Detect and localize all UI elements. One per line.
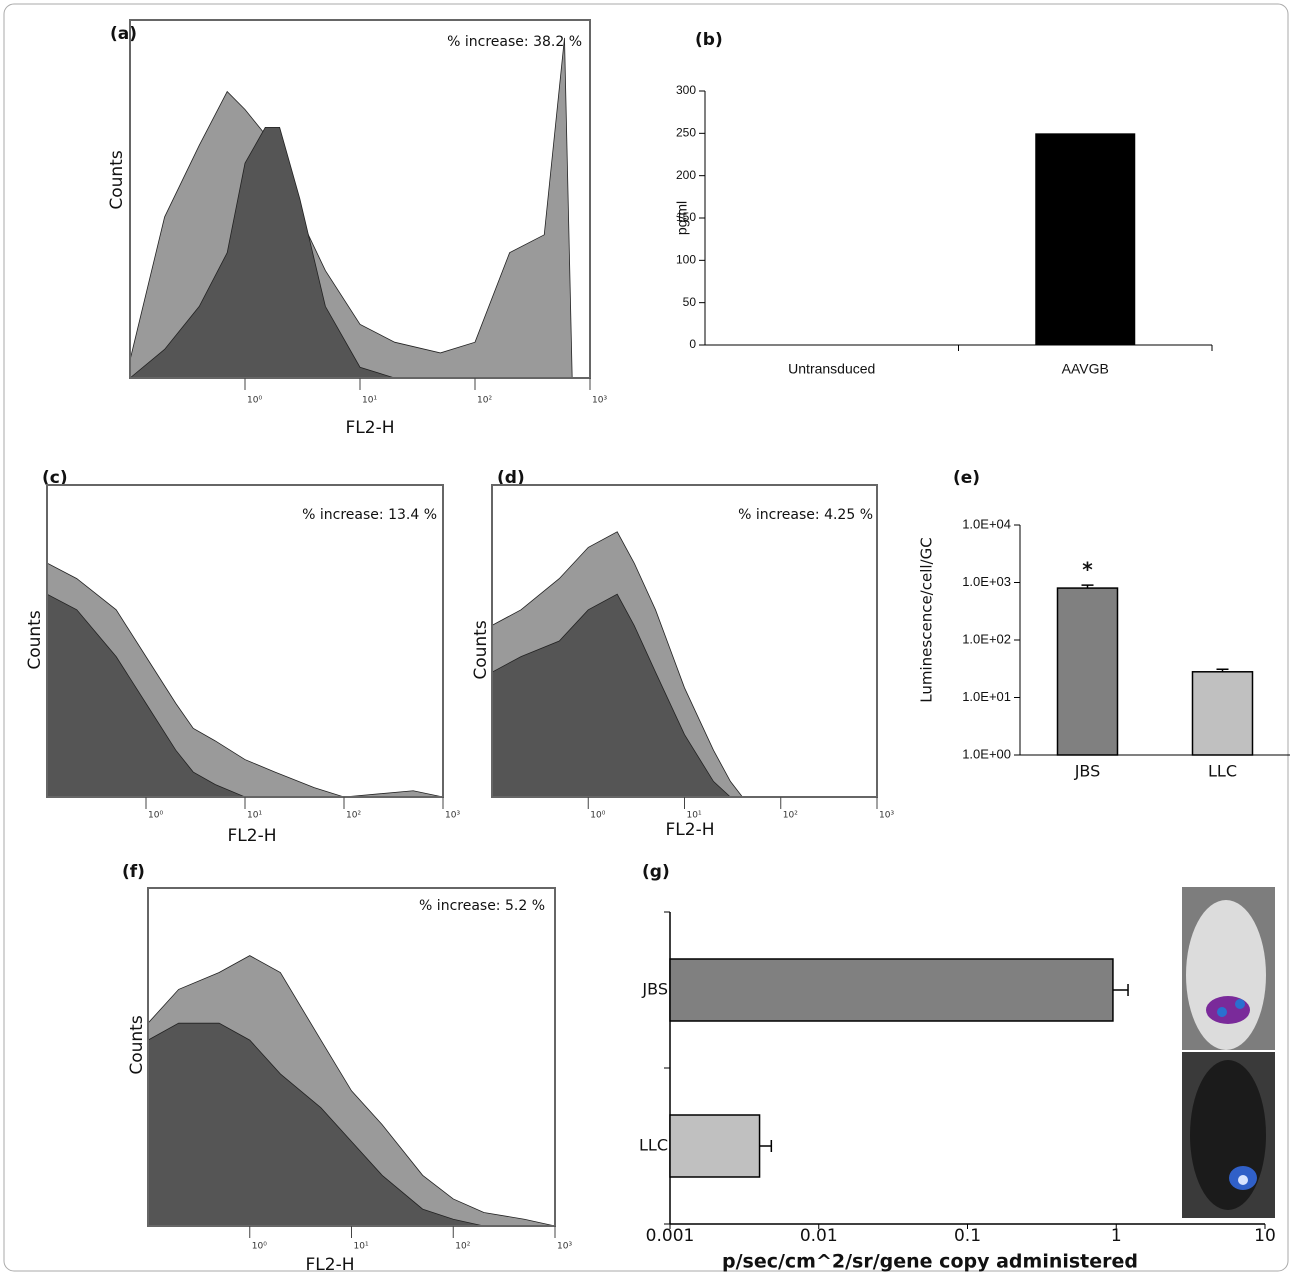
annotation: % increase: 5.2 % bbox=[419, 898, 545, 914]
y-axis-label: pg/ml bbox=[674, 201, 690, 235]
x-tick-label: 10¹ bbox=[687, 811, 702, 821]
y-tick-label: 150 bbox=[676, 210, 696, 224]
y-tick-label: JBS bbox=[641, 980, 668, 999]
y-axis-label: Counts bbox=[107, 150, 127, 209]
x-tick-label: 10² bbox=[477, 396, 492, 406]
x-tick-label: 10 bbox=[1254, 1226, 1276, 1246]
panel-title: (b) bbox=[695, 30, 723, 50]
figure-border bbox=[3, 3, 1289, 1272]
x-tick-label: 10⁰ bbox=[148, 811, 163, 821]
y-tick-label: 300 bbox=[676, 83, 696, 97]
bar bbox=[1191, 671, 1254, 756]
x-tick-label: 0.001 bbox=[646, 1226, 695, 1246]
x-tick-label: 10³ bbox=[557, 1242, 572, 1252]
y-tick-label: 100 bbox=[676, 253, 696, 267]
x-tick-label: 10⁰ bbox=[252, 1242, 267, 1252]
x-tick-label: AAVGB bbox=[1062, 361, 1109, 377]
annotation: % increase: 4.25 % bbox=[738, 507, 873, 523]
x-tick-label: 10¹ bbox=[362, 396, 377, 406]
x-tick-label: LLC bbox=[1208, 762, 1237, 781]
panel-title: (a) bbox=[110, 24, 137, 44]
y-tick-label: 1.0E+04 bbox=[962, 516, 1011, 531]
x-axis-label: FL2-H bbox=[228, 826, 277, 846]
panel-title: (f) bbox=[122, 862, 145, 882]
y-tick-label: 0 bbox=[689, 337, 696, 351]
annotation: % increase: 13.4 % bbox=[302, 507, 437, 523]
panel-title: (g) bbox=[642, 862, 670, 882]
x-tick-label: 10² bbox=[783, 811, 798, 821]
panel-title: (c) bbox=[42, 468, 68, 488]
y-axis-label: Counts bbox=[127, 1015, 147, 1074]
y-tick-label: 1.0E+00 bbox=[962, 746, 1011, 761]
x-tick-label: Untransduced bbox=[788, 361, 875, 377]
x-axis-label: p/sec/cm^2/sr/gene copy administered bbox=[722, 1251, 1138, 1273]
x-tick-label: 10³ bbox=[592, 396, 607, 406]
bar bbox=[1056, 587, 1119, 756]
mouse-image-jbs bbox=[1182, 887, 1275, 1050]
y-axis-label: Counts bbox=[25, 610, 45, 669]
x-tick-label: 10⁰ bbox=[590, 811, 605, 821]
bar bbox=[669, 1114, 761, 1178]
y-tick-label: 1.0E+03 bbox=[962, 574, 1011, 589]
mouse-image-llc bbox=[1182, 1052, 1275, 1218]
x-tick-label: JBS bbox=[1074, 762, 1101, 781]
x-tick-label: 10¹ bbox=[247, 811, 262, 821]
x-axis-label: FL2-H bbox=[346, 418, 395, 438]
x-tick-label: 10¹ bbox=[354, 1242, 369, 1252]
error-bar bbox=[1216, 668, 1229, 672]
x-tick-label: 10³ bbox=[879, 811, 894, 821]
error-bar bbox=[1081, 584, 1094, 589]
y-tick-label: 1.0E+02 bbox=[962, 631, 1011, 646]
panel-title: (d) bbox=[497, 468, 525, 488]
x-tick-label: 10² bbox=[346, 811, 361, 821]
error-bar bbox=[759, 1140, 773, 1152]
error-bar bbox=[1112, 984, 1129, 996]
x-tick-label: 1 bbox=[1111, 1226, 1122, 1246]
x-tick-label: 0.01 bbox=[800, 1226, 838, 1246]
y-tick-label: LLC bbox=[639, 1136, 668, 1155]
x-axis-label: FL2-H bbox=[306, 1255, 355, 1275]
x-tick-label: 10⁰ bbox=[247, 396, 262, 406]
bar bbox=[669, 958, 1114, 1022]
x-tick-label: 0.1 bbox=[954, 1226, 981, 1246]
annotation: * bbox=[1082, 558, 1093, 582]
y-tick-label: 250 bbox=[676, 126, 696, 140]
y-axis-label: Luminescence/cell/GC bbox=[918, 537, 936, 702]
x-tick-label: 10² bbox=[455, 1242, 470, 1252]
y-axis-label: Counts bbox=[471, 620, 491, 679]
y-tick-label: 50 bbox=[683, 295, 697, 309]
y-tick-label: 200 bbox=[676, 168, 696, 182]
y-tick-label: 1.0E+01 bbox=[962, 689, 1011, 704]
x-axis-label: FL2-H bbox=[666, 820, 715, 840]
annotation: % increase: 38.2 % bbox=[447, 34, 582, 50]
panel-title: (e) bbox=[953, 468, 980, 488]
bar bbox=[1035, 133, 1136, 345]
x-tick-label: 10³ bbox=[445, 811, 460, 821]
